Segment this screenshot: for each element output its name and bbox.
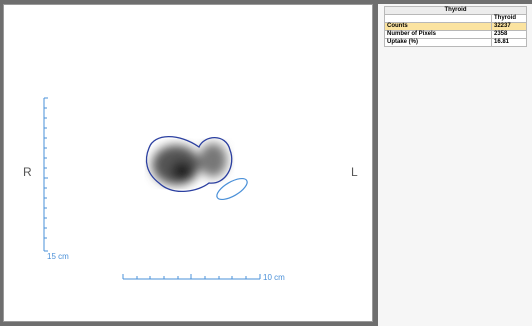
screen: 15 cm 10 cm R L Thyroid Thyroid Counts 3… (0, 0, 532, 326)
horizontal-scale-label: 10 cm (263, 273, 285, 282)
vertical-scale (44, 98, 48, 251)
vertical-scale-label: 15 cm (47, 252, 69, 261)
image-viewer: 15 cm 10 cm R L (3, 4, 373, 322)
uptake (152, 143, 227, 185)
orientation-right: R (23, 165, 32, 179)
row-label: Number of Pixels (385, 31, 492, 39)
row-value: 16.81 (492, 39, 527, 47)
horizontal-scale (123, 274, 260, 279)
table-title: Thyroid (385, 7, 527, 15)
roi-background (214, 174, 250, 203)
results-table: Thyroid Thyroid Counts 32237 Number of P… (384, 6, 527, 47)
column-header: Thyroid (492, 15, 527, 23)
row-label: Uptake (%) (385, 39, 492, 47)
row-label: Counts (385, 23, 492, 31)
row-value: 32237 (492, 23, 527, 31)
scan-image: 15 cm 10 cm R L (4, 5, 372, 321)
row-value: 2358 (492, 31, 527, 39)
results-panel: Thyroid Thyroid Counts 32237 Number of P… (378, 4, 532, 326)
empty-cell (385, 15, 492, 23)
orientation-left: L (351, 165, 358, 179)
